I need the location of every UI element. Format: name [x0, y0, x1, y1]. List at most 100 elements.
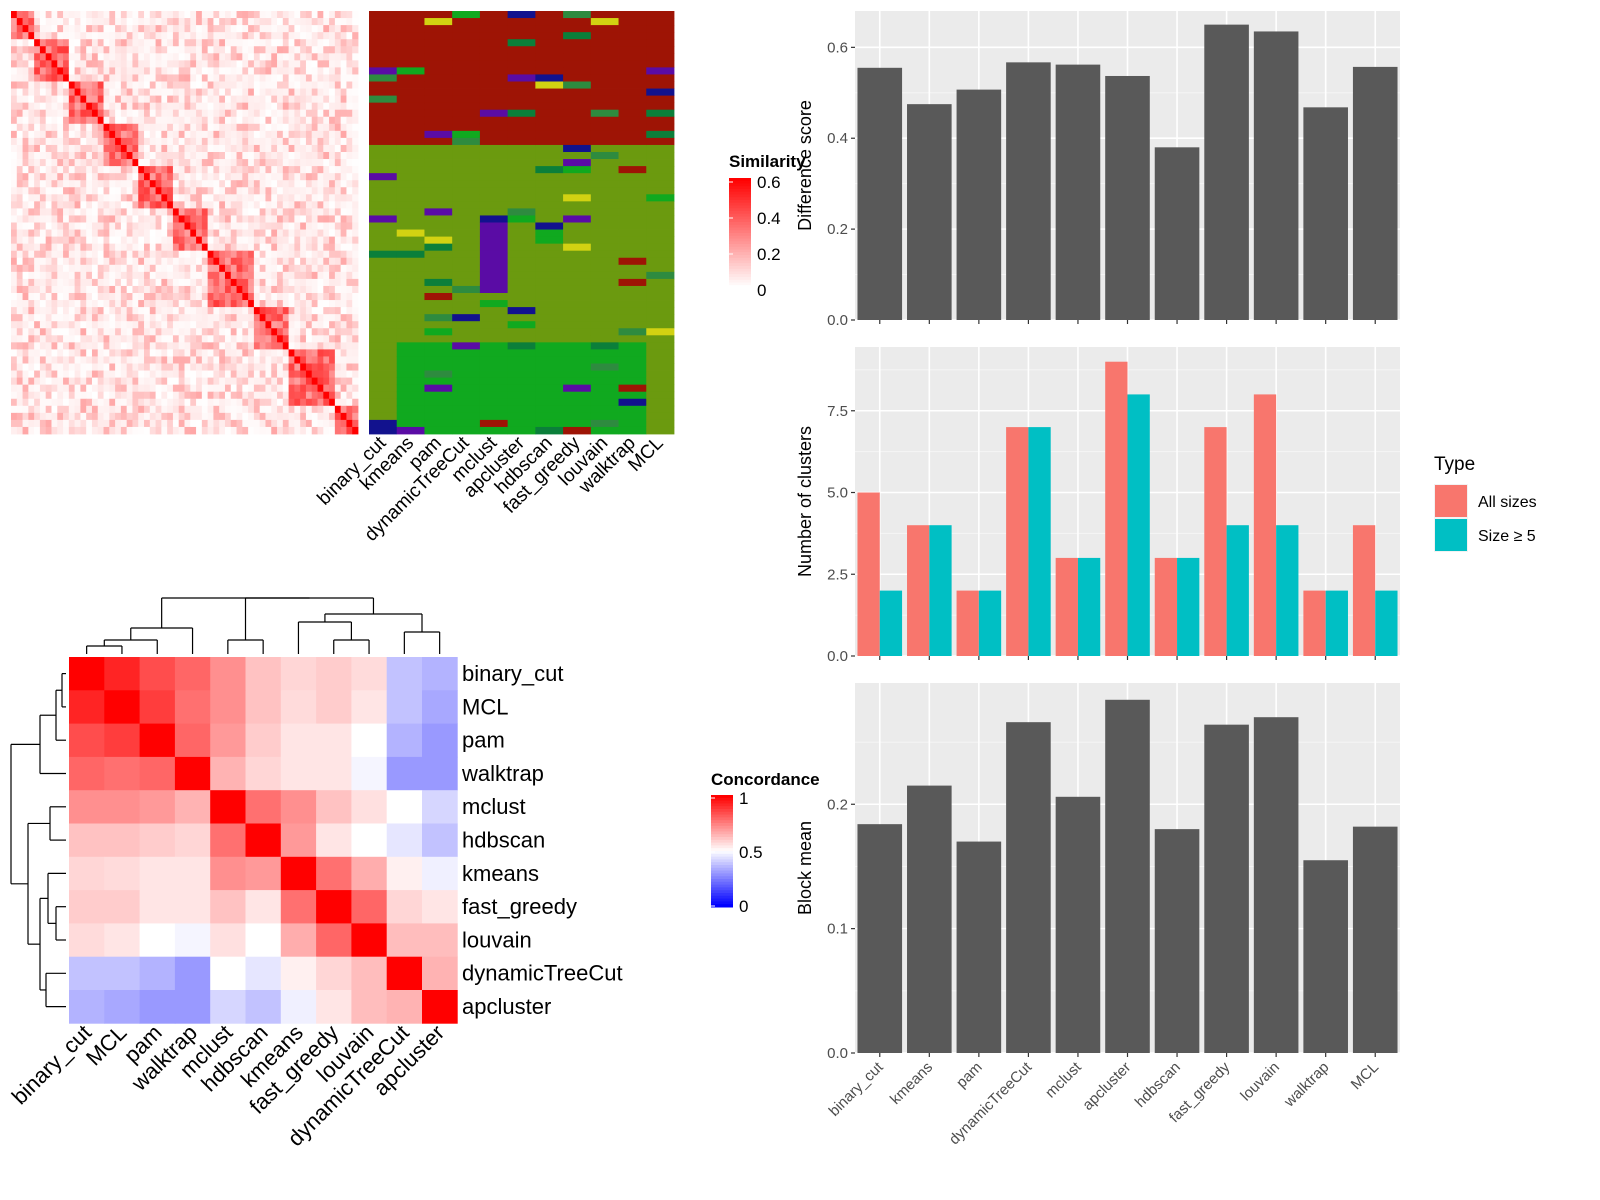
assignment-cell: [396, 342, 425, 350]
similarity-cell: [138, 250, 145, 259]
similarity-cell: [167, 335, 174, 343]
similarity-cell: [352, 95, 359, 104]
similarity-cell: [132, 257, 139, 266]
similarity-cell: [126, 321, 133, 329]
similarity-cell: [352, 60, 359, 68]
similarity-cell: [74, 419, 81, 428]
similarity-cell: [340, 222, 347, 230]
similarity-cell: [11, 349, 18, 357]
assignment-cell: [563, 102, 592, 111]
similarity-cell: [196, 419, 203, 428]
assignment-cell: [507, 137, 536, 146]
similarity-cell: [178, 201, 185, 209]
similarity-cell: [149, 271, 156, 280]
similarity-cell: [236, 53, 243, 61]
similarity-cell: [57, 271, 64, 280]
assignment-cell: [590, 356, 619, 364]
similarity-cell: [39, 300, 47, 308]
similarity-cell: [28, 222, 35, 230]
similarity-cell: [34, 130, 41, 139]
similarity-cell: [39, 123, 47, 132]
similarity-cell: [253, 39, 261, 47]
similarity-cell: [51, 257, 58, 266]
similarity-cell: [39, 398, 47, 407]
similarity-cell: [282, 314, 289, 322]
similarity-cell: [196, 95, 203, 104]
similarity-cell: [109, 307, 116, 315]
similarity-cell: [219, 144, 226, 153]
assignment-cell: [618, 144, 647, 153]
concordance-col-label: binary_cut: [7, 1020, 96, 1109]
similarity-cell: [132, 377, 139, 386]
similarity-cell: [80, 229, 87, 237]
similarity-cell: [213, 377, 220, 386]
similarity-cell: [224, 102, 232, 111]
assignment-cell: [618, 81, 647, 89]
similarity-cell: [97, 363, 104, 371]
similarity-cell: [34, 363, 41, 371]
similarity-cell: [340, 405, 347, 414]
assignment-cell: [563, 144, 592, 153]
concordance-row-label: apcluster: [462, 994, 551, 1019]
similarity-cell: [178, 173, 185, 181]
assignment-cell: [452, 384, 481, 393]
similarity-cell: [45, 53, 52, 61]
similarity-cell: [39, 293, 47, 301]
similarity-cell: [201, 356, 209, 364]
assignment-cell: [507, 419, 536, 428]
similarity-cell: [236, 384, 243, 393]
similarity-cell: [242, 419, 249, 428]
similarity-cell: [317, 187, 324, 195]
similarity-cell: [334, 370, 342, 378]
similarity-cell: [149, 11, 156, 19]
similarity-cell: [45, 130, 52, 139]
assignment-cell: [535, 293, 564, 301]
similarity-cell: [288, 229, 295, 237]
similarity-cell: [282, 363, 289, 371]
similarity-cell: [242, 46, 249, 54]
assignment-cell: [590, 243, 619, 252]
assignment-cell: [479, 335, 509, 343]
similarity-cell: [51, 25, 58, 33]
similarity-cell: [184, 335, 191, 343]
assignment-cell: [369, 166, 398, 174]
assignment-cell: [646, 419, 675, 428]
similarity-cell: [329, 236, 336, 245]
similarity-cell: [80, 152, 87, 160]
similarity-cell: [300, 356, 307, 364]
similarity-cell: [340, 194, 347, 202]
similarity-cell: [242, 370, 249, 378]
similarity-cell: [242, 11, 249, 19]
similarity-cell: [149, 173, 156, 181]
similarity-cell: [277, 236, 284, 245]
similarity-cell: [109, 419, 116, 428]
similarity-cell: [74, 377, 81, 386]
similarity-cell: [144, 201, 151, 209]
similarity-cell: [138, 116, 145, 125]
concordance-cell: [316, 890, 352, 924]
similarity-cell: [196, 123, 203, 132]
similarity-cell: [300, 123, 307, 132]
similarity-cell: [144, 377, 151, 386]
assignment-cell: [479, 18, 509, 26]
similarity-cell: [329, 384, 336, 393]
similarity-cell: [103, 363, 110, 371]
similarity-cell: [34, 285, 41, 294]
similarity-cell: [39, 81, 47, 89]
similarity-cell: [34, 391, 41, 400]
similarity-cell: [305, 159, 313, 167]
similarity-cell: [91, 243, 99, 252]
assignment-cell: [452, 250, 481, 259]
similarity-cell: [277, 60, 284, 68]
similarity-cell: [334, 257, 342, 266]
concordance-cell: [174, 657, 211, 691]
similarity-cell: [115, 194, 122, 202]
assignment-cell: [618, 208, 647, 216]
similarity-cell: [265, 173, 272, 181]
similarity-cell: [317, 130, 324, 139]
similarity-cell: [311, 384, 318, 393]
similarity-cell: [138, 11, 145, 19]
similarity-cell: [219, 356, 226, 364]
similarity-cell: [74, 152, 81, 160]
